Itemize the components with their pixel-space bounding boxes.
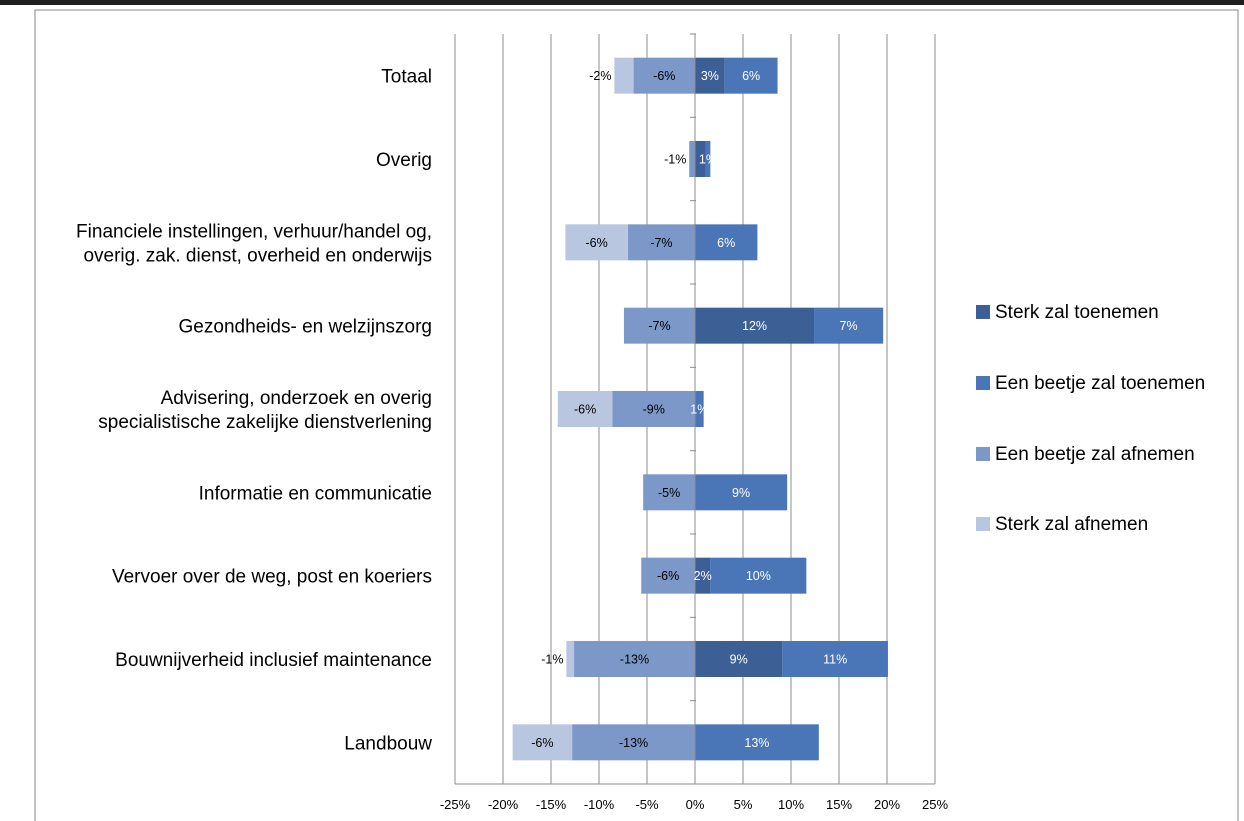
x-tick-label: -25% (440, 797, 471, 812)
x-tick-label: 25% (922, 797, 948, 812)
data-label: 7% (840, 319, 858, 333)
legend-swatch (976, 305, 990, 319)
bar-segment (724, 57, 778, 94)
category-label: Financiele instellingen, verhuur/handel … (76, 221, 432, 242)
bar-segment (695, 557, 711, 594)
data-label: -6% (531, 736, 553, 750)
data-label: 6% (742, 69, 760, 83)
bar-segment (689, 141, 695, 177)
category-label: Overig (376, 150, 432, 171)
x-tick-label: -20% (488, 797, 519, 812)
x-tick-label: 15% (826, 797, 852, 812)
bar-segment (574, 641, 695, 677)
data-label: 11% (823, 653, 847, 667)
bars (512, 57, 888, 761)
legend-label: Sterk zal toenemen (995, 302, 1159, 323)
data-label: 1% (690, 403, 708, 417)
x-tick-labels: -25% -20% -15% -10% -5% 0% 5% 10% 15% 20% 25% (440, 797, 949, 812)
data-label: -2% (589, 69, 611, 83)
bar-segment (695, 307, 815, 344)
data-label: -6% (657, 569, 679, 583)
data-label: -1% (664, 153, 686, 167)
category-label: specialistische zakelijke dienstverlenin… (98, 412, 432, 433)
bar-segment (614, 57, 634, 94)
category-label: Vervoer over de weg, post en koeriers (112, 567, 432, 588)
category-label: Totaal (381, 67, 432, 88)
bar-segment (695, 641, 783, 677)
bar-segment (557, 391, 613, 427)
legend-label: Een beetje zal toenemen (995, 373, 1205, 394)
bar-segment (695, 724, 819, 761)
bar-segment (566, 641, 575, 677)
legend-swatch (976, 376, 990, 390)
bar-segment (705, 141, 711, 177)
category-label: Advisering, onderzoek en overig (161, 388, 432, 409)
bar-segment (695, 474, 788, 511)
category-labels: Totaal Overig Financiele instellingen, ver… (76, 67, 432, 755)
bar-segment (695, 224, 758, 261)
data-label: 2% (694, 569, 712, 583)
legend-swatch (976, 517, 990, 531)
x-tick-label: 0% (686, 797, 705, 812)
legend-swatch (976, 447, 990, 461)
axes (455, 33, 935, 785)
data-labels: 3% 6% -6% -2% 1% -1% 6% -7% -6% 12% 7% -7% 1% -9% -6% 9… (531, 69, 857, 750)
bar-segment (623, 307, 695, 344)
bar-segment (565, 224, 628, 261)
bar-segment (572, 724, 695, 761)
bar-segment (695, 391, 704, 427)
x-tick-label: 5% (734, 797, 753, 812)
title-strip (0, 0, 1244, 5)
bar-segment (641, 557, 695, 594)
data-label: 9% (730, 653, 748, 667)
data-label: 10% (746, 569, 771, 583)
data-label: -7% (648, 319, 670, 333)
x-tick-label: -15% (536, 797, 567, 812)
x-tick-label: -5% (635, 797, 659, 812)
bar-segment (695, 57, 725, 94)
data-label: -1% (541, 653, 563, 667)
x-tick-label: 20% (874, 797, 900, 812)
data-label: 6% (717, 236, 735, 250)
data-label: -13% (619, 736, 648, 750)
bar-segment (643, 474, 695, 511)
bar-segment (512, 724, 573, 761)
data-label: 13% (744, 736, 769, 750)
category-label: overig. zak. dienst, overheid en onderwi… (83, 245, 432, 266)
data-label: -7% (650, 236, 672, 250)
bar-segment (627, 224, 695, 261)
legend-label: Sterk zal afnemen (995, 514, 1148, 535)
bar-segment (782, 641, 888, 677)
legend-label: Een beetje zal afnemen (995, 444, 1195, 465)
data-label: 1% (699, 153, 717, 167)
data-label: 3% (701, 69, 719, 83)
data-label: 12% (742, 319, 767, 333)
data-label: -6% (653, 69, 675, 83)
bar-segment (633, 57, 695, 94)
bar-segment (695, 141, 706, 177)
data-label: -9% (643, 403, 665, 417)
bar-segment (710, 557, 807, 594)
bar-segment (612, 391, 695, 427)
x-tick-label: -10% (584, 797, 615, 812)
bar-segment (814, 307, 884, 344)
category-label: Gezondheids- en welzijnszorg (179, 317, 432, 338)
data-label: 9% (732, 486, 750, 500)
data-label: -6% (585, 236, 607, 250)
category-label: Bouwnijverheid inclusief maintenance (115, 650, 432, 671)
data-label: -6% (574, 403, 596, 417)
data-label: -13% (620, 653, 649, 667)
category-label: Landbouw (344, 733, 432, 754)
legend: Sterk zal toenemen Een beetje zal toeneme… (976, 302, 1205, 535)
data-label: -5% (658, 486, 680, 500)
x-tick-label: 10% (778, 797, 804, 812)
category-label: Informatie en communicatie (199, 483, 432, 504)
